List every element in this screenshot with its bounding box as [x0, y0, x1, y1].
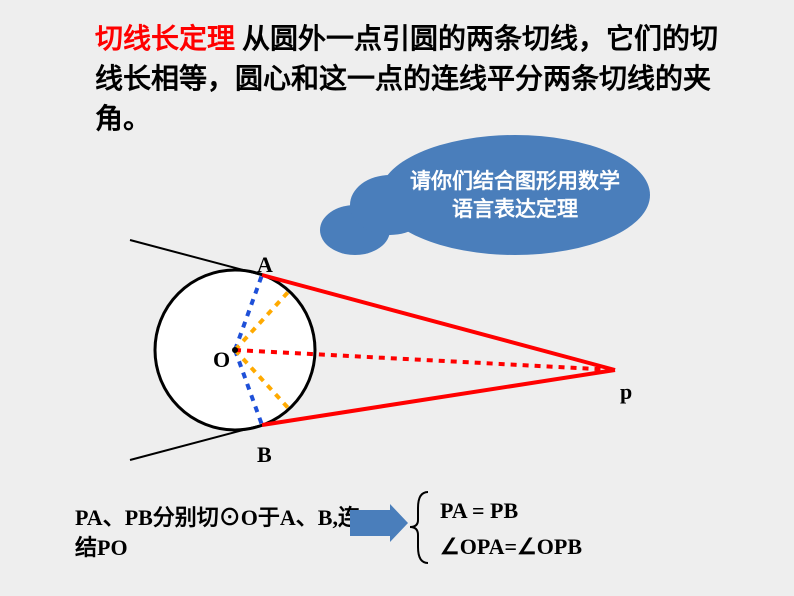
center-dot [232, 347, 238, 353]
left-brace [408, 490, 433, 565]
title-red-part: 切线长定理 [95, 24, 235, 55]
line-PB [262, 370, 615, 425]
tangent-extension-A [130, 240, 262, 275]
speech-text: 请你们结合图形用数学语言表达定理 [380, 167, 650, 223]
result-angles: ∠OPA=∠OPB [440, 534, 582, 560]
speech-bubble: 请你们结合图形用数学语言表达定理 [380, 135, 650, 255]
given-conditions: PA、PB分别切⊙O于A、B,连结PO [75, 503, 375, 563]
label-B: B [257, 442, 272, 468]
label-O: O [213, 347, 230, 373]
label-A: A [257, 252, 273, 278]
tangent-extension-B [130, 425, 262, 460]
implies-arrow [350, 510, 390, 536]
theorem-title: 切线长定理 从圆外一点引圆的两条切线，它们的切线长相等，圆心和这一点的连线平分两… [95, 20, 735, 140]
label-P: p [620, 379, 632, 405]
result-PA-PB: PA = PB [440, 498, 518, 524]
